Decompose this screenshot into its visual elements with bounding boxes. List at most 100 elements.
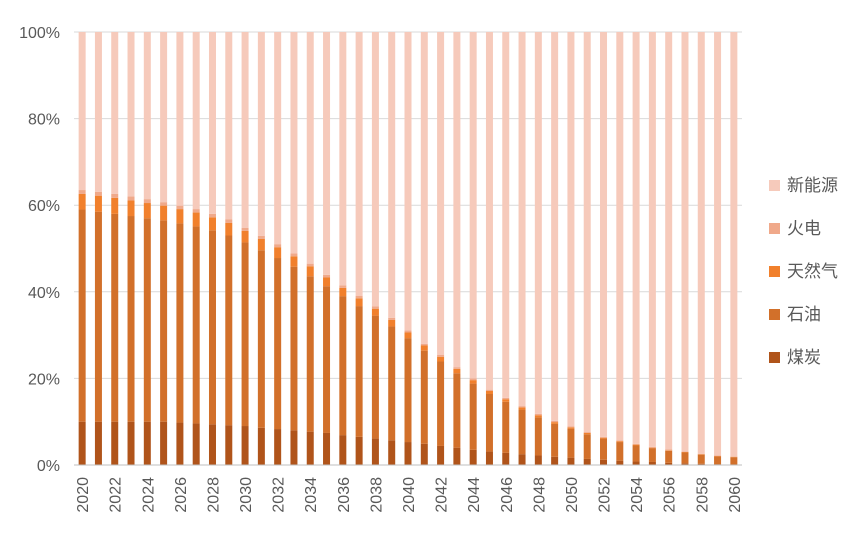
bar-segment xyxy=(616,440,624,442)
bar-segment xyxy=(192,209,200,213)
bar-segment xyxy=(697,454,705,464)
bar-segment xyxy=(502,397,510,400)
bar-segment xyxy=(192,32,200,210)
bar-segment xyxy=(241,227,249,231)
bar-segment xyxy=(143,203,151,219)
bar-segment xyxy=(518,32,526,407)
bar-segment xyxy=(257,238,265,251)
legend-item: 火电 xyxy=(769,219,821,239)
bars xyxy=(78,32,738,465)
y-tick-label: 20% xyxy=(28,371,60,388)
bar-segment xyxy=(127,216,135,422)
y-tick-label: 0% xyxy=(37,458,60,475)
bar-stack-2031 xyxy=(257,32,265,465)
bar-stack-2021 xyxy=(94,32,102,465)
bar-segment xyxy=(339,285,347,288)
bar-segment xyxy=(420,345,428,351)
bar-segment xyxy=(453,447,461,465)
x-tick-label: 2022 xyxy=(108,477,125,513)
bar-segment xyxy=(111,32,119,194)
y-tick-label: 100% xyxy=(19,25,60,42)
bar-stack-2026 xyxy=(176,32,184,465)
bar-segment xyxy=(730,32,738,457)
bar-stack-2029 xyxy=(225,32,233,465)
bar-segment xyxy=(420,443,428,465)
bar-segment xyxy=(534,415,542,418)
bar-segment xyxy=(551,422,559,424)
bar-segment xyxy=(518,454,526,465)
bar-segment xyxy=(648,448,656,462)
bar-stack-2059 xyxy=(714,32,722,465)
bar-segment xyxy=(616,442,624,461)
bar-stack-2060 xyxy=(730,32,738,465)
bar-segment xyxy=(616,441,624,443)
bar-segment xyxy=(257,427,265,465)
bar-segment xyxy=(355,436,363,465)
bar-segment xyxy=(306,32,314,264)
bar-segment xyxy=(339,435,347,465)
bar-segment xyxy=(665,462,673,465)
bar-segment xyxy=(111,421,119,465)
bar-segment xyxy=(192,212,200,227)
bar-segment xyxy=(616,460,624,465)
bar-segment xyxy=(453,367,461,369)
legend-label: 火电 xyxy=(787,219,821,239)
x-tick-label: 2060 xyxy=(727,477,744,513)
bar-segment xyxy=(534,455,542,465)
bar-segment xyxy=(485,390,493,394)
bar-segment xyxy=(420,350,428,444)
bar-segment xyxy=(225,222,233,236)
bar-segment xyxy=(339,287,347,297)
bar-stack-2046 xyxy=(502,32,510,465)
bar-segment xyxy=(208,213,216,218)
bar-segment xyxy=(127,421,135,465)
bar-segment xyxy=(94,195,102,212)
bar-segment xyxy=(160,202,168,206)
bar-stack-2035 xyxy=(323,32,331,465)
bar-segment xyxy=(485,32,493,390)
bar-segment xyxy=(127,32,135,197)
bar-stack-2028 xyxy=(208,32,216,465)
bar-segment xyxy=(225,235,233,426)
bar-segment xyxy=(225,219,233,223)
bar-segment xyxy=(225,32,233,220)
bar-segment xyxy=(323,432,331,465)
y-tick-label: 60% xyxy=(28,198,60,215)
bar-segment xyxy=(681,32,689,452)
bar-segment xyxy=(371,306,379,309)
bar-segment xyxy=(453,368,461,374)
bar-segment xyxy=(453,32,461,368)
bar-stack-2042 xyxy=(437,32,445,465)
bar-segment xyxy=(274,244,282,248)
bar-stack-2038 xyxy=(371,32,379,465)
bar-segment xyxy=(143,199,151,204)
bar-stack-2054 xyxy=(632,32,640,465)
bar-segment xyxy=(502,32,510,398)
legend-item: 新能源 xyxy=(769,176,838,196)
bar-segment xyxy=(388,440,396,465)
bar-segment xyxy=(78,193,86,210)
bar-segment xyxy=(143,218,151,422)
bar-segment xyxy=(274,32,282,245)
bar-segment xyxy=(388,32,396,318)
bar-segment xyxy=(469,449,477,465)
bar-segment xyxy=(274,247,282,259)
bar-segment xyxy=(160,205,168,221)
x-tick-label: 2056 xyxy=(662,477,679,513)
bar-segment xyxy=(208,32,216,214)
bar-segment xyxy=(176,422,184,465)
bar-segment xyxy=(241,230,249,243)
bar-segment xyxy=(469,32,477,379)
bar-segment xyxy=(437,445,445,465)
bar-segment xyxy=(502,452,510,465)
bar-segment xyxy=(583,432,591,433)
bar-segment xyxy=(404,442,412,465)
bar-segment xyxy=(600,459,608,465)
bar-segment xyxy=(567,427,575,429)
bar-segment xyxy=(437,355,445,357)
bar-segment xyxy=(176,209,184,224)
bar-segment xyxy=(551,423,559,457)
bar-segment xyxy=(355,295,363,299)
legend-swatch xyxy=(769,352,780,363)
bar-segment xyxy=(323,274,331,278)
